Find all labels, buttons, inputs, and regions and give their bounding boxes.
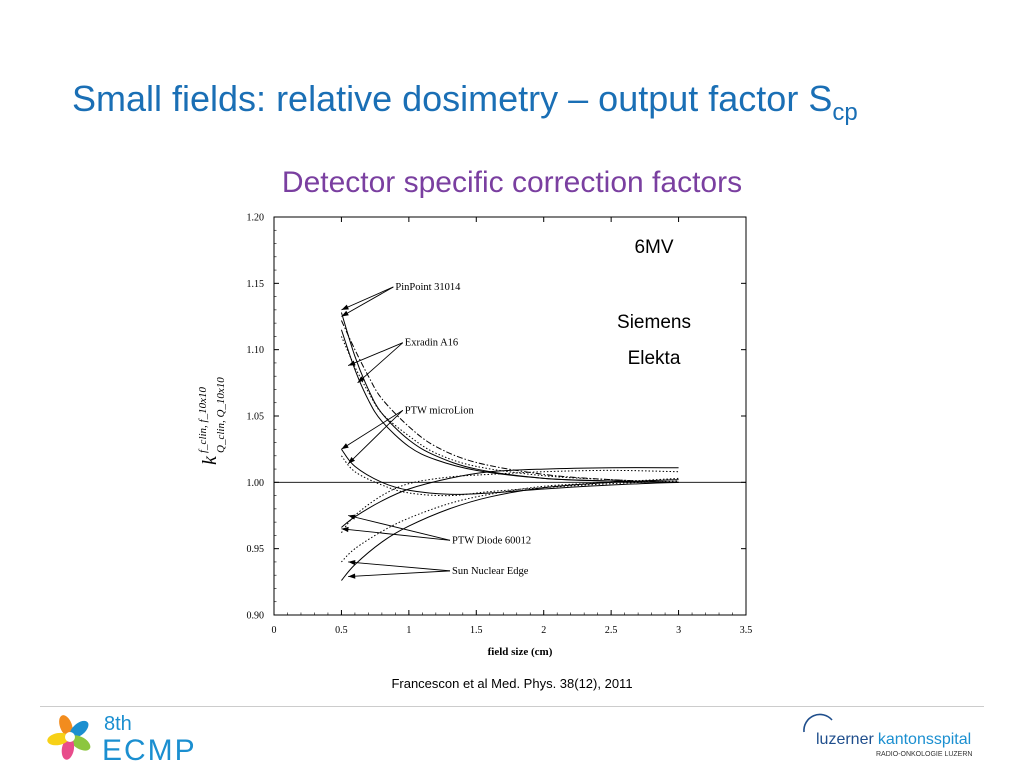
- x-tick-label: 1.5: [470, 625, 483, 636]
- label-arrow: [341, 286, 394, 317]
- footer-divider: [40, 706, 984, 707]
- arrow-head: [341, 310, 349, 317]
- ecmp-logo-bottom: ECMP: [102, 734, 197, 764]
- annotation-6mv: 6MV: [634, 237, 673, 258]
- x-tick-label: 0: [272, 625, 277, 636]
- label-arrow: [348, 561, 451, 572]
- series-line: [340, 329, 679, 483]
- luks-dept: RADIO-ONKOLOGIE LUZERN: [876, 751, 972, 758]
- arrow-head: [341, 443, 349, 450]
- series-line: [341, 477, 679, 563]
- y-tick-labels: 0.90 0.95 1.00 1.05 1.10 1.15 1.20: [247, 213, 265, 622]
- arrow-head: [348, 360, 356, 366]
- y-tick-label: 1.00: [247, 478, 265, 489]
- label-arrow: [347, 342, 403, 367]
- plot-frame: [273, 216, 747, 616]
- y-axis-label-main: k: [199, 455, 221, 465]
- series-line: [341, 448, 679, 495]
- arrow-head: [341, 304, 349, 310]
- detector-label: PinPoint 31014: [395, 282, 461, 293]
- x-tick-label: 3.5: [740, 625, 753, 636]
- citation-caption: Francescon et al Med. Phys. 38(12), 2011: [391, 676, 633, 691]
- series-line: [340, 336, 679, 483]
- luks-logo: luzerner kantonsspital RADIO-ONKOLOGIE LU…: [803, 713, 972, 758]
- y-tick-label: 1.05: [247, 412, 265, 423]
- x-tick-label: 0.5: [335, 625, 348, 636]
- arrow-head: [348, 573, 356, 579]
- series-group: [340, 312, 679, 581]
- ecmp-logo: 8th ECMP: [47, 713, 197, 764]
- x-tick-label: 3: [676, 625, 681, 636]
- detector-label: Sun Nuclear Edge: [452, 566, 529, 577]
- label-arrow: [341, 286, 394, 311]
- luks-name-a: luzerner: [816, 731, 874, 748]
- annotation-siemens: Siemens: [617, 312, 691, 333]
- y-axis-label-sub: Q_clin, Q_10x10: [215, 377, 227, 453]
- label-arrow: [341, 409, 404, 450]
- arrow-head: [348, 457, 355, 464]
- flower-icon: [47, 715, 91, 760]
- x-tick-labels: 0 0.5 1 1.5 2 2.5 3 3.5: [272, 625, 753, 636]
- luks-arc-icon: [803, 713, 833, 733]
- x-tick-label: 2.5: [605, 625, 618, 636]
- label-arrow: [341, 528, 451, 541]
- x-tick-label: 1: [406, 625, 411, 636]
- x-tick-label: 2: [541, 625, 546, 636]
- label-arrow: [348, 570, 451, 577]
- detector-label: PTW microLion: [405, 405, 475, 416]
- slide-title: Small fields: relative dosimetry – outpu…: [72, 78, 858, 127]
- arrow-head: [348, 559, 356, 566]
- detector-labels: PinPoint 31014 Exradin A16 PTW microLion PT…: [341, 282, 531, 579]
- x-axis-label: field size (cm): [488, 646, 553, 658]
- detector-label: Exradin A16: [405, 338, 458, 349]
- slide-title-main: Small fields: relative dosimetry – outpu…: [72, 78, 833, 119]
- slide-subtitle: Detector specific correction factors: [281, 166, 743, 199]
- y-axis-label: k f_clin, f_10x10 Q_clin, Q_10x10: [197, 377, 227, 465]
- arrow-head: [341, 526, 349, 533]
- y-tick-label: 1.20: [247, 213, 265, 224]
- y-tick-label: 0.95: [247, 544, 265, 555]
- label-arrow: [348, 515, 451, 541]
- series-line: [341, 455, 679, 497]
- label-arrow: [347, 410, 404, 465]
- annotation-elekta: Elekta: [628, 348, 681, 369]
- y-tick-label: 1.10: [247, 345, 265, 356]
- series-line: [340, 320, 679, 483]
- detector-label: PTW Diode 60012: [452, 535, 531, 546]
- y-tick-label: 1.15: [247, 279, 265, 290]
- slide-title-subscript: cp: [832, 99, 858, 126]
- correction-factor-chart: 0 0.5 1 1.5 2 2.5 3 3.5 0.90 0.95 1.00 1.05 1.10 1.1…: [197, 213, 753, 659]
- label-arrow: [357, 342, 404, 384]
- y-tick-label: 0.90: [247, 611, 265, 622]
- luks-name-b: kantonsspital: [878, 731, 971, 748]
- arrow-head: [357, 376, 365, 383]
- series-line: [341, 467, 679, 528]
- series-line: [341, 469, 679, 534]
- axis-ticks: [273, 216, 747, 616]
- y-axis-label-super: f_clin, f_10x10: [197, 387, 209, 453]
- ecmp-logo-top: 8th: [104, 713, 132, 735]
- series-line: [341, 479, 679, 581]
- arrow-head: [348, 514, 356, 520]
